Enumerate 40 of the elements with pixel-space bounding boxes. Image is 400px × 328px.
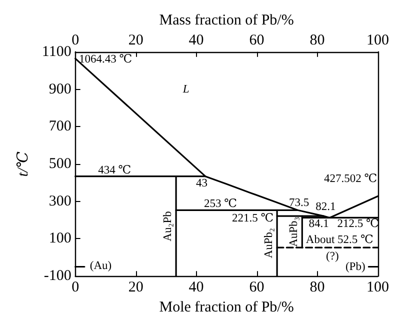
- y-axis-title: t/℃: [16, 151, 32, 177]
- text: AuPb₂: [263, 228, 276, 258]
- text: Au₂Pb: [162, 210, 174, 242]
- y-tick-label: -100: [44, 268, 72, 284]
- x2-axis-title: Mass fraction of Pb/%: [159, 12, 294, 28]
- text: AuPb₃: [288, 216, 300, 247]
- annotation: L: [182, 84, 190, 96]
- annotation: 427.502 ℃: [324, 172, 378, 185]
- y-tick-label: 100: [48, 230, 72, 247]
- annotation: (Au): [90, 260, 112, 272]
- annotation: (Pb): [345, 261, 366, 274]
- annotation: 221.5 ℃: [232, 212, 274, 224]
- annotation: 212.5 ℃: [337, 218, 380, 230]
- x2-tick-label: 100: [366, 32, 389, 48]
- x2-tick-label: 60: [249, 32, 264, 48]
- x-tick-label: 60: [249, 280, 264, 296]
- annotation: 73.5: [289, 197, 310, 210]
- x-axis-title: Mole fraction of Pb/%: [159, 300, 294, 316]
- y-tick-label: 300: [48, 193, 72, 210]
- annotation: 1064.43 ℃: [79, 53, 132, 66]
- y-tick-label: 1100: [42, 44, 72, 60]
- annotation: (?): [326, 250, 339, 262]
- x2-tick-label: 20: [128, 32, 144, 48]
- x2-tick-label: 80: [310, 32, 325, 48]
- annotation: 43: [196, 177, 208, 190]
- x-tick-label: 80: [310, 280, 325, 296]
- x-tick-label: 20: [128, 280, 144, 296]
- annotation: 82.1: [316, 200, 336, 213]
- x2-tick-label: 40: [188, 32, 204, 48]
- y-tick-label: 500: [48, 156, 72, 172]
- x-tick-label: 0: [72, 280, 80, 296]
- y-tick-label: 900: [48, 81, 72, 98]
- x2-tick-label: 0: [72, 32, 80, 48]
- x-tick-label: 40: [188, 280, 204, 296]
- x-tick-label: 100: [366, 280, 389, 296]
- annotation: 253 ℃: [204, 198, 238, 210]
- annotation: 84.1: [308, 218, 330, 230]
- y-tick-label: 700: [48, 118, 72, 135]
- annotation: About 52.5 ℃: [306, 234, 374, 246]
- annotation: 434 ℃: [98, 164, 132, 177]
